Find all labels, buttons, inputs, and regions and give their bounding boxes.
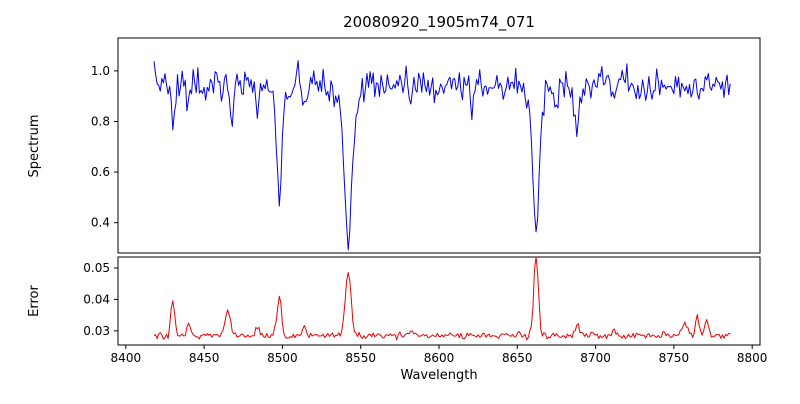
spectrum-line <box>153 60 731 251</box>
error-y-tick-label: 0.04 <box>83 292 110 306</box>
chart-title: 20080920_1905m74_071 <box>343 13 535 32</box>
y-axis-label-error: Error <box>27 285 42 317</box>
error-line <box>153 256 731 341</box>
x-tick-label: 8600 <box>424 351 455 365</box>
spectrum-axes-box <box>117 37 761 254</box>
x-tick-label: 8450 <box>189 351 220 365</box>
spectrum-y-tick-label: 0.8 <box>91 114 110 128</box>
x-tick-label: 8550 <box>345 351 376 365</box>
x-tick-label: 8800 <box>737 351 768 365</box>
error-y-tick-label: 0.03 <box>83 324 110 338</box>
plot-dynamic-layer: 0.4 0.6 0.8 1.0 0.03 0.04 0.05 8400 8450 8500 8550… <box>83 37 768 365</box>
error-y-tick-label: 0.05 <box>83 261 110 275</box>
spectrum-y-tick-label: 0.6 <box>91 165 110 179</box>
x-tick-label: 8500 <box>267 351 298 365</box>
spectrum-y-tick-label: 0.4 <box>91 216 110 230</box>
x-tick-label: 8700 <box>580 351 611 365</box>
y-axis-label-spectrum: Spectrum <box>27 115 42 178</box>
x-tick-label: 8750 <box>659 351 690 365</box>
x-axis-label: Wavelength <box>400 368 477 383</box>
x-tick-label: 8400 <box>111 351 142 365</box>
spectrum-y-tick-label: 1.0 <box>91 64 110 78</box>
x-tick-label: 8650 <box>502 351 533 365</box>
